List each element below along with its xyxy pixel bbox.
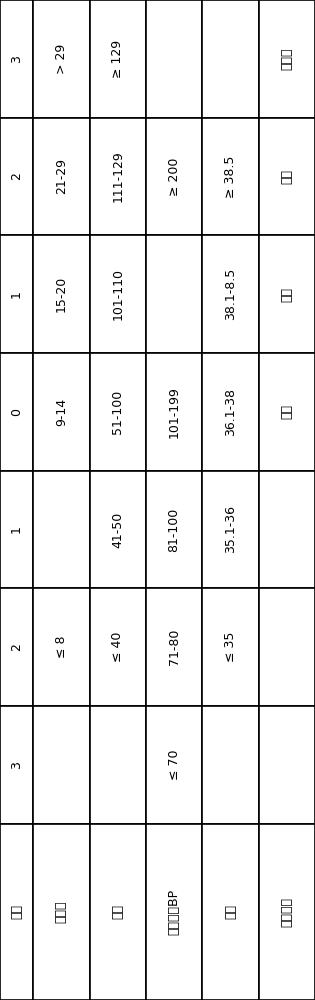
Bar (146, 0, 202, 118)
Bar (0, 471, 33, 588)
Bar (202, 471, 259, 588)
Bar (33, 235, 89, 353)
Text: 2: 2 (10, 173, 23, 180)
Text: 101-110: 101-110 (111, 268, 124, 320)
Text: 81-100: 81-100 (168, 507, 180, 552)
Bar (146, 118, 202, 235)
Bar (33, 706, 89, 824)
Text: 疼痛: 疼痛 (280, 169, 293, 184)
Bar (146, 706, 202, 824)
Bar (259, 235, 315, 353)
Bar (0, 235, 33, 353)
Bar (202, 0, 259, 118)
Bar (33, 118, 89, 235)
Bar (202, 824, 259, 1000)
Bar (202, 353, 259, 471)
Bar (0, 588, 33, 706)
Bar (89, 235, 146, 353)
Text: 1: 1 (10, 525, 23, 533)
Text: ≤ 35: ≤ 35 (224, 632, 237, 662)
Bar (89, 471, 146, 588)
Bar (259, 588, 315, 706)
Text: 3: 3 (10, 761, 23, 769)
Bar (89, 824, 146, 1000)
Text: ≤ 40: ≤ 40 (111, 632, 124, 662)
Bar (259, 471, 315, 588)
Text: 无反应: 无反应 (280, 48, 293, 70)
Bar (33, 588, 89, 706)
Text: 38.1-8.5: 38.1-8.5 (224, 268, 237, 320)
Bar (259, 706, 315, 824)
Bar (33, 353, 89, 471)
Text: > 29: > 29 (55, 44, 68, 74)
Text: 9-14: 9-14 (55, 398, 68, 426)
Bar (0, 706, 33, 824)
Bar (202, 588, 259, 706)
Text: 101-199: 101-199 (168, 386, 180, 438)
Text: 51-100: 51-100 (111, 390, 124, 434)
Text: 讲话: 讲话 (280, 287, 293, 302)
Bar (146, 353, 202, 471)
Bar (89, 353, 146, 471)
Bar (202, 235, 259, 353)
Text: 呼吸率: 呼吸率 (55, 901, 68, 923)
Text: 71-80: 71-80 (168, 629, 180, 665)
Text: 111-129: 111-129 (111, 151, 124, 202)
Bar (89, 706, 146, 824)
Text: 精神状态: 精神状态 (280, 897, 293, 927)
Bar (89, 588, 146, 706)
Text: ≤ 70: ≤ 70 (168, 749, 180, 780)
Bar (33, 0, 89, 118)
Text: 41-50: 41-50 (111, 511, 124, 548)
Text: 3: 3 (10, 55, 23, 63)
Bar (0, 353, 33, 471)
Bar (0, 0, 33, 118)
Text: 36.1-38: 36.1-38 (224, 388, 237, 436)
Bar (202, 118, 259, 235)
Bar (259, 824, 315, 1000)
Bar (259, 0, 315, 118)
Text: 0: 0 (10, 408, 23, 416)
Bar (89, 118, 146, 235)
Text: 心率: 心率 (111, 904, 124, 919)
Text: ≥ 38.5: ≥ 38.5 (224, 155, 237, 198)
Bar (0, 824, 33, 1000)
Bar (146, 235, 202, 353)
Bar (33, 471, 89, 588)
Text: 2: 2 (10, 643, 23, 651)
Text: 21-29: 21-29 (55, 158, 68, 194)
Text: 心脏收缩BP: 心脏收缩BP (168, 889, 180, 935)
Text: 评分: 评分 (10, 904, 23, 919)
Bar (259, 118, 315, 235)
Bar (33, 824, 89, 1000)
Text: 15-20: 15-20 (55, 276, 68, 312)
Bar (89, 0, 146, 118)
Bar (0, 118, 33, 235)
Bar (146, 824, 202, 1000)
Text: ≥ 129: ≥ 129 (111, 40, 124, 78)
Bar (259, 353, 315, 471)
Text: ≤ 8: ≤ 8 (55, 636, 68, 658)
Bar (146, 471, 202, 588)
Bar (146, 588, 202, 706)
Text: 警觉: 警觉 (280, 404, 293, 419)
Text: 35.1-36: 35.1-36 (224, 505, 237, 553)
Text: 1: 1 (10, 290, 23, 298)
Text: ≥ 200: ≥ 200 (168, 157, 180, 196)
Bar (202, 706, 259, 824)
Text: 温度: 温度 (224, 904, 237, 919)
